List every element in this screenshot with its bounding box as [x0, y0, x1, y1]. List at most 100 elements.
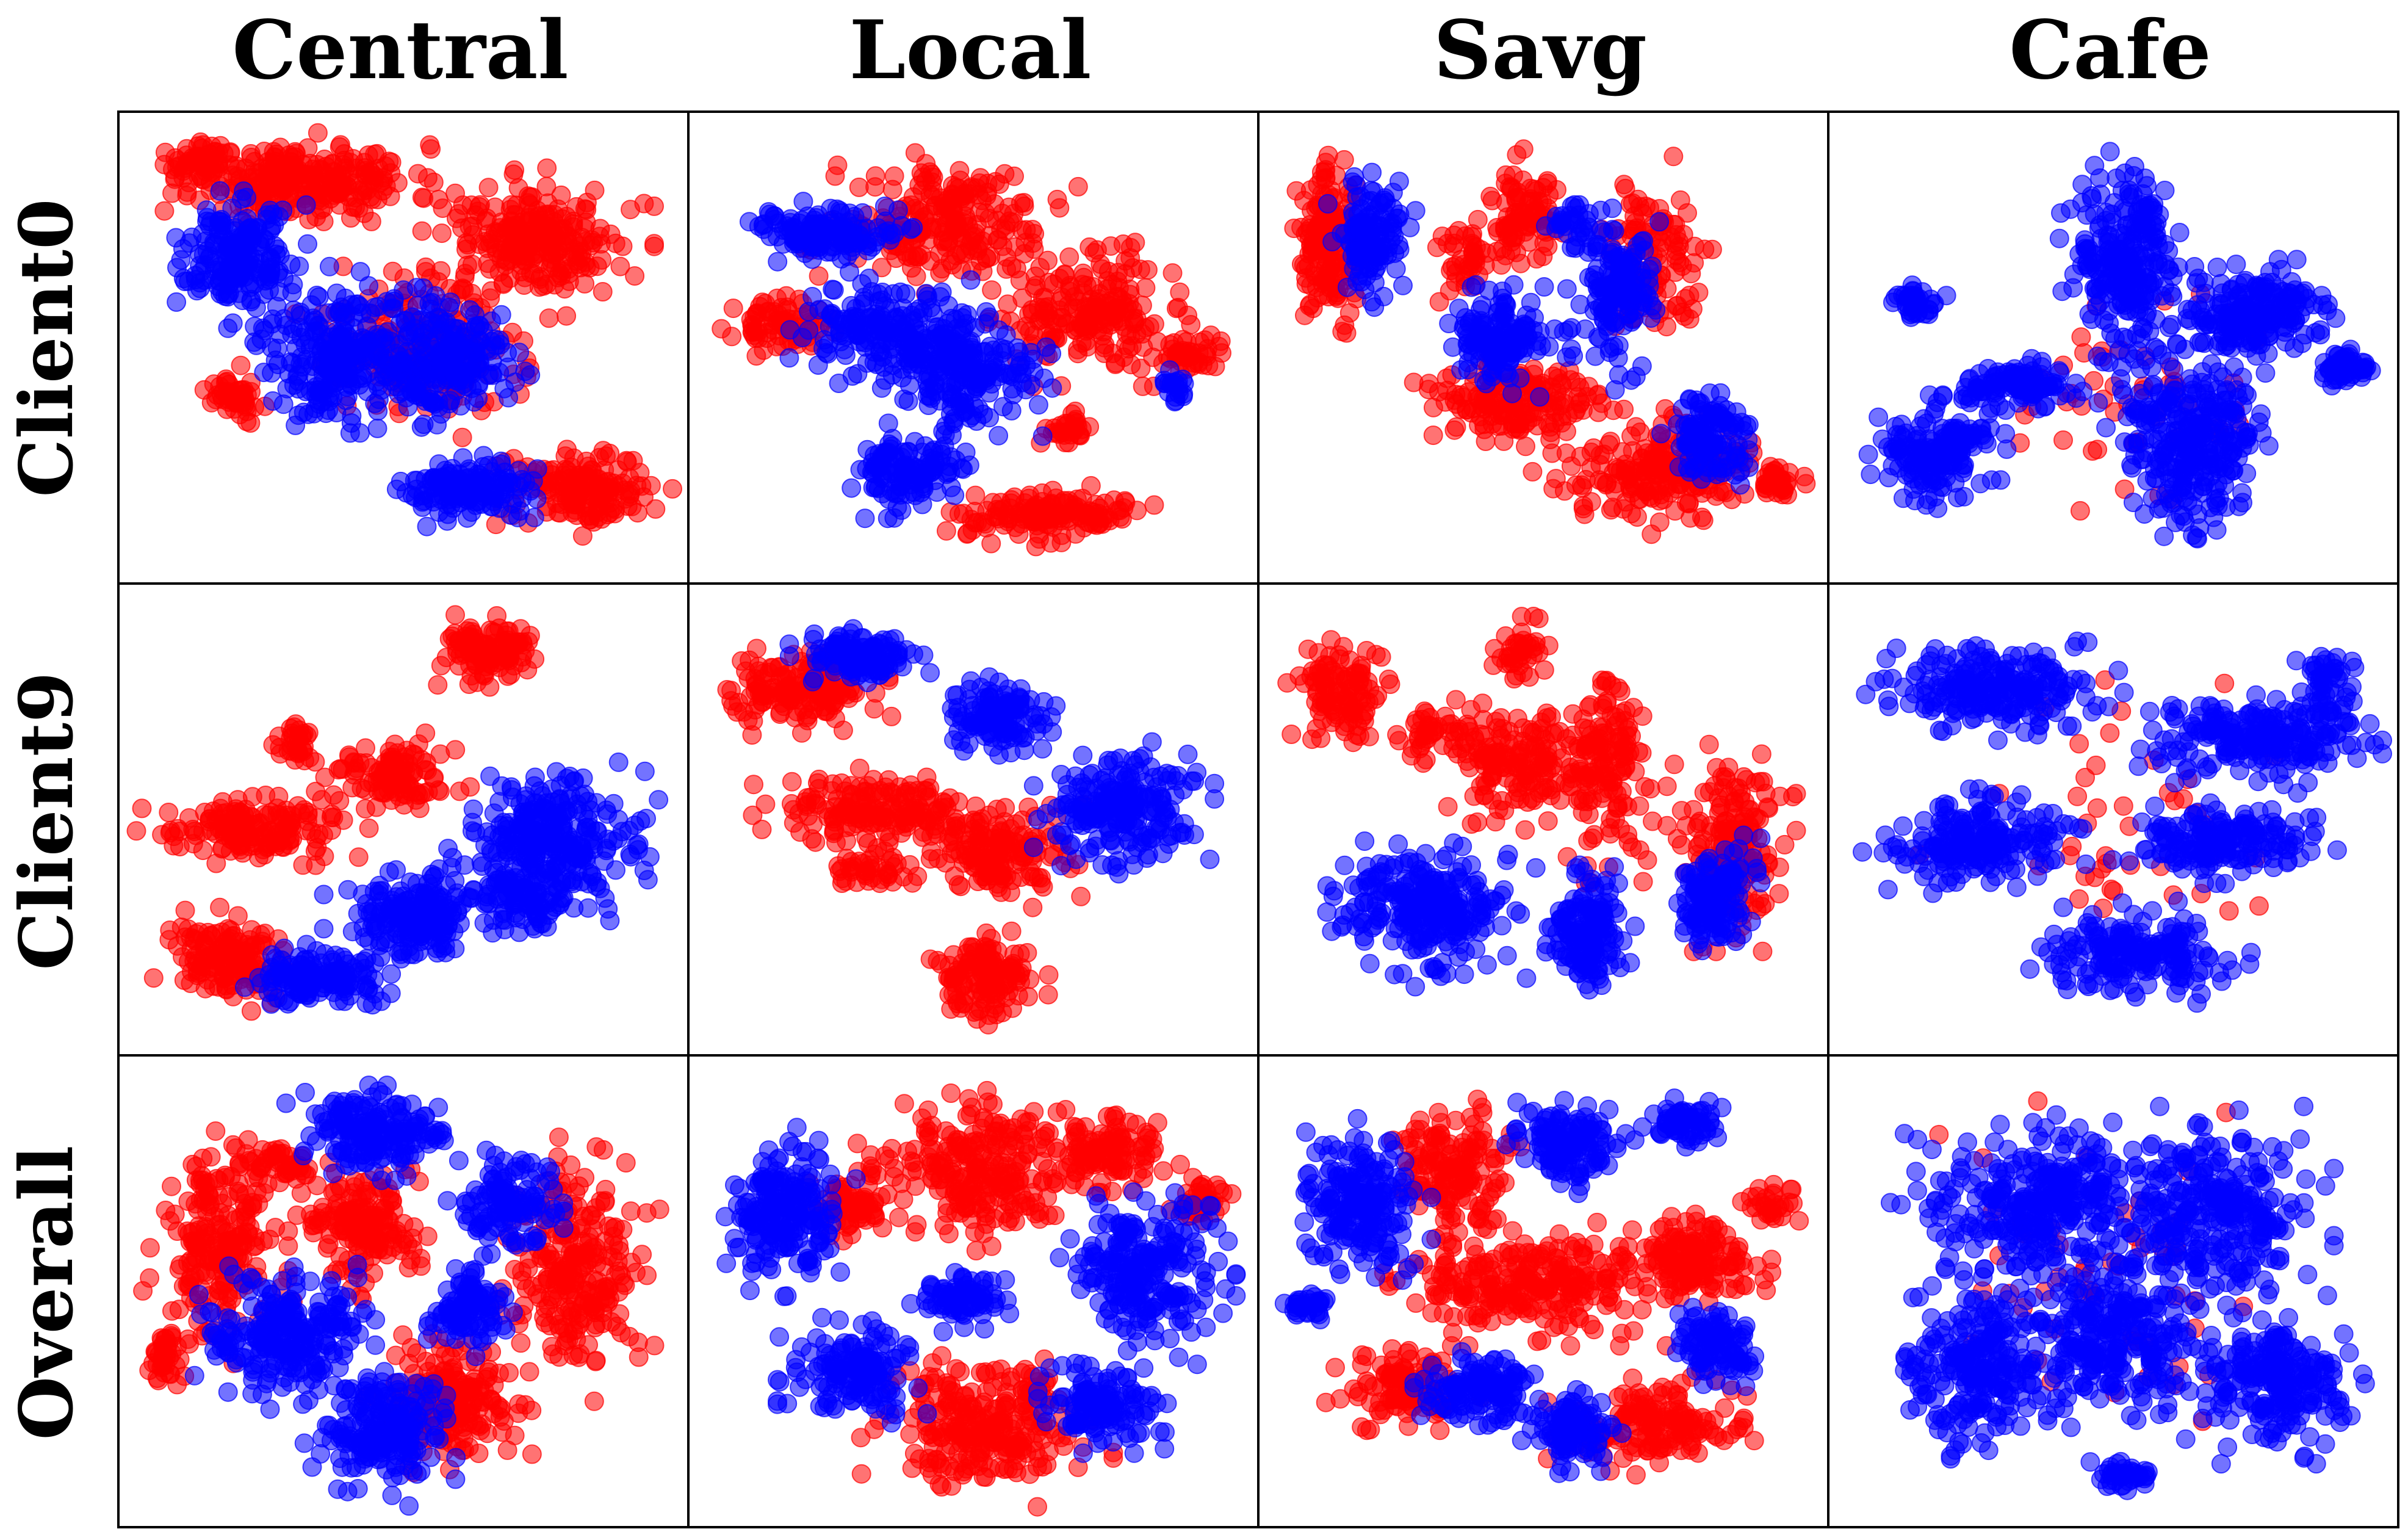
point-class-red	[1571, 475, 1592, 495]
column-title-cafe: Cafe	[2009, 3, 2211, 98]
point-class-red	[359, 165, 380, 185]
point-class-red	[1466, 237, 1486, 257]
point-class-red	[1197, 339, 1217, 359]
point-class-red	[613, 236, 633, 256]
point-class-red	[579, 457, 599, 476]
point-class-blue	[225, 218, 245, 238]
point-class-blue	[262, 309, 283, 329]
point-class-blue	[380, 331, 400, 351]
row-title-overall: Overall	[4, 1146, 90, 1441]
point-class-red	[1523, 461, 1543, 482]
point-class-blue	[379, 356, 399, 376]
point-class-blue	[2072, 175, 2093, 195]
point-class-blue	[425, 286, 445, 306]
point-class-blue	[1725, 465, 1745, 485]
point-class-blue	[2051, 203, 2071, 223]
point-class-red	[967, 215, 987, 235]
point-class-blue	[442, 331, 463, 352]
point-class-blue	[1405, 201, 1426, 221]
point-class-blue	[515, 361, 535, 381]
point-class-blue	[1596, 300, 1616, 320]
point-class-blue	[859, 308, 879, 328]
point-class-red	[905, 143, 925, 163]
point-class-red	[942, 189, 962, 209]
point-class-blue	[186, 266, 205, 286]
point-class-blue	[1485, 325, 1505, 345]
point-class-blue	[319, 256, 339, 277]
point-class-red	[1474, 414, 1494, 435]
point-class-red	[234, 380, 254, 400]
point-class-red	[557, 306, 577, 326]
point-class-blue	[1009, 357, 1029, 377]
point-class-blue	[167, 258, 187, 278]
point-class-blue	[917, 290, 937, 310]
point-class-red	[663, 479, 682, 499]
point-class-red	[967, 240, 987, 261]
point-class-blue	[218, 237, 239, 258]
point-class-blue	[1462, 277, 1482, 297]
point-class-red	[610, 256, 630, 277]
point-class-red	[1772, 475, 1792, 496]
point-class-blue	[447, 371, 467, 391]
panel-points	[1858, 142, 2381, 549]
point-class-blue	[874, 197, 895, 216]
point-class-blue	[428, 314, 448, 334]
point-class-red	[1035, 309, 1055, 329]
point-class-blue	[482, 462, 502, 482]
point-class-blue	[2130, 246, 2150, 266]
point-class-red	[2071, 327, 2091, 347]
point-class-red	[2070, 501, 2090, 521]
point-class-blue	[1510, 368, 1530, 388]
point-class-blue	[803, 237, 823, 256]
point-class-blue	[1632, 356, 1652, 376]
point-class-blue	[2137, 176, 2157, 196]
point-class-red	[383, 261, 403, 281]
point-class-blue	[993, 397, 1013, 417]
point-class-blue	[261, 259, 281, 280]
point-class-blue	[989, 425, 1009, 446]
point-class-blue	[1530, 387, 1550, 407]
point-class-blue	[963, 343, 983, 363]
point-class-red	[1541, 422, 1561, 443]
point-class-blue	[282, 324, 302, 344]
point-class-red	[569, 480, 589, 500]
point-class-red	[1636, 197, 1656, 216]
point-class-red	[445, 183, 465, 203]
point-class-red	[1076, 275, 1097, 295]
point-class-red	[1555, 394, 1574, 414]
point-class-blue	[799, 320, 819, 340]
point-class-red	[1635, 460, 1656, 480]
point-class-blue	[387, 377, 407, 397]
point-class-blue	[887, 308, 907, 328]
point-class-red	[524, 264, 544, 284]
point-class-blue	[2086, 278, 2106, 298]
point-class-blue	[890, 282, 910, 302]
point-class-blue	[1502, 383, 1522, 403]
point-class-red	[503, 164, 524, 184]
point-class-blue	[749, 216, 769, 236]
point-class-blue	[466, 492, 486, 512]
point-class-red	[463, 225, 483, 245]
point-class-red	[192, 169, 212, 189]
point-class-red	[581, 236, 601, 256]
point-class-blue	[527, 489, 547, 509]
panel-client0-savg	[1257, 110, 1829, 585]
point-class-red	[1080, 237, 1100, 257]
point-class-red	[538, 221, 558, 241]
point-class-red	[723, 298, 743, 319]
point-class-red	[1120, 325, 1141, 345]
point-class-red	[2083, 441, 2102, 461]
point-class-blue	[950, 391, 970, 411]
point-class-blue	[319, 341, 339, 361]
point-class-red	[281, 152, 301, 172]
point-class-blue	[484, 491, 504, 512]
point-class-blue	[261, 220, 281, 240]
point-class-blue	[510, 501, 530, 521]
column-title-local: Local	[849, 3, 1092, 98]
point-class-blue	[182, 227, 202, 247]
point-class-blue	[1685, 444, 1706, 465]
point-class-blue	[1361, 292, 1382, 312]
point-class-red	[518, 193, 538, 213]
point-class-blue	[1574, 222, 1594, 242]
point-class-red	[453, 278, 473, 298]
